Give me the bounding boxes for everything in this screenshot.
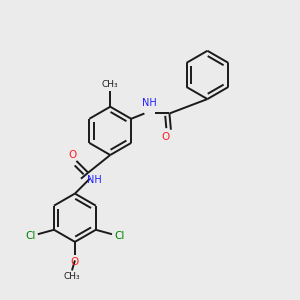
Text: CH₃: CH₃ [64, 272, 80, 281]
Text: Cl: Cl [25, 231, 35, 241]
Text: NH: NH [142, 98, 157, 108]
Text: O: O [69, 150, 77, 160]
Text: CH₃: CH₃ [102, 80, 119, 89]
Text: O: O [161, 132, 170, 142]
Text: O: O [71, 257, 79, 267]
Text: NH: NH [87, 175, 102, 184]
Text: Cl: Cl [114, 231, 125, 241]
